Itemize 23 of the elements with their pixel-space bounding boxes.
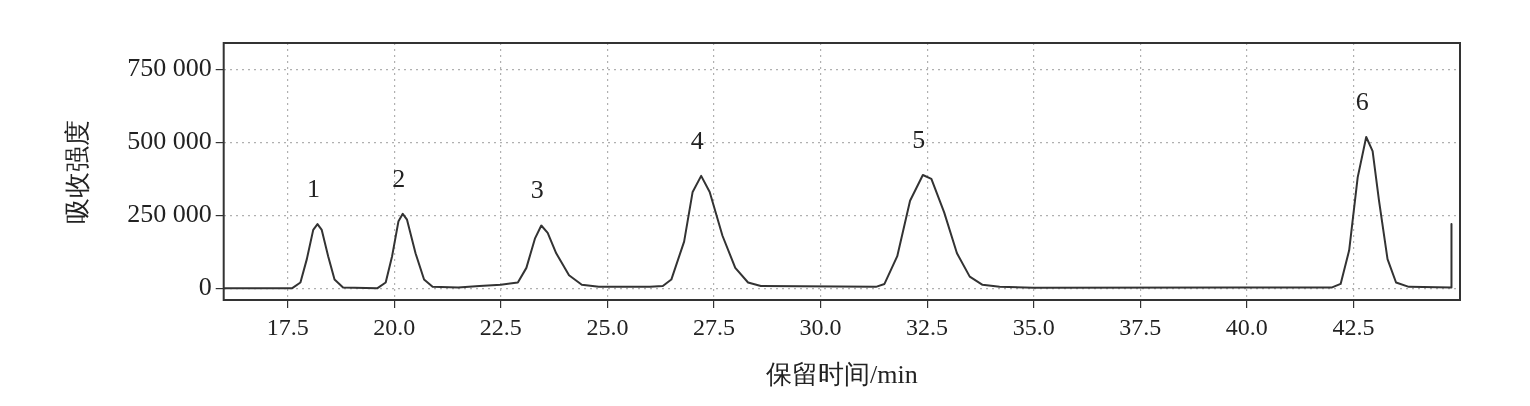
x-tick-label: 37.5 [1119,313,1162,340]
x-tick-label: 25.0 [586,313,629,340]
x-tick-label: 17.5 [266,313,309,340]
annotation: 1 [306,173,320,203]
annotation: 4 [690,125,704,155]
annotation: 3 [530,175,544,205]
x-tick-label: 32.5 [906,313,949,340]
y-tick-label: 250 000 [127,199,212,229]
annotation: 5 [912,124,926,154]
x-tick-label: 20.0 [373,313,416,340]
x-tick-label: 42.5 [1332,313,1375,340]
x-tick-label: 35.0 [1012,313,1055,340]
y-tick-label: 0 [198,272,212,302]
annotation: 2 [392,163,406,193]
y-axis-title: 吸收强度 [63,119,93,224]
x-tick-label: 22.5 [479,313,522,340]
x-tick-label: 40.0 [1225,313,1268,340]
x-axis-title: 保留时间/min [766,360,918,390]
annotation: 6 [1355,86,1369,116]
y-tick-label: 750 000 [127,53,212,83]
y-tick-label: 500 000 [127,126,212,156]
x-tick-label: 30.0 [799,313,842,340]
x-tick-label: 27.5 [692,313,735,340]
